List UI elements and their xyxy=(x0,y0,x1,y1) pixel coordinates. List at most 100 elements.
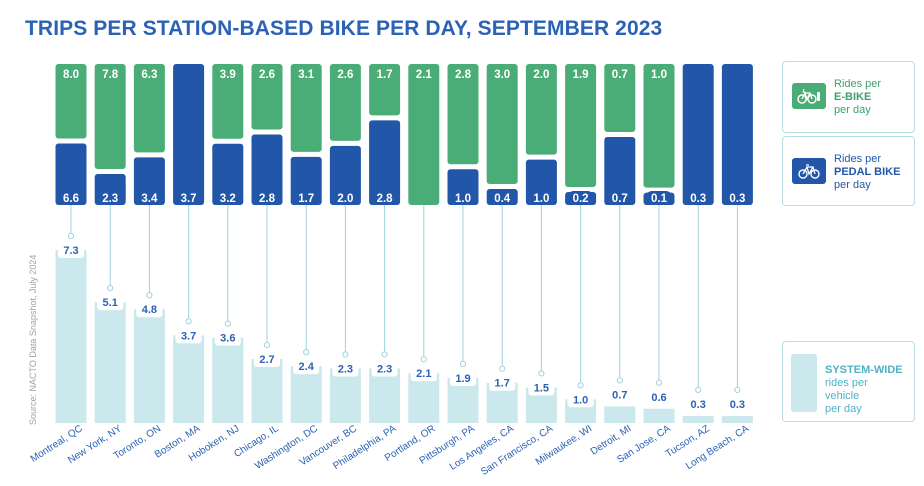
legend-pedal-line2: PEDAL BIKE xyxy=(834,166,901,178)
pedal-bar xyxy=(173,64,205,205)
ebike-value-label: 2.1 xyxy=(416,69,433,81)
system-value-pill xyxy=(371,359,398,377)
system-value-label: 0.3 xyxy=(730,399,745,411)
system-value-pill xyxy=(254,350,280,368)
ebike-value-label: 2.0 xyxy=(533,69,549,81)
system-bar xyxy=(604,406,636,423)
system-value-pill xyxy=(528,378,555,396)
pedal-value-label: 1.0 xyxy=(533,193,549,205)
ebike-bar xyxy=(525,64,557,155)
pedal-value-label: 0.1 xyxy=(651,193,668,205)
system-value-label: 1.0 xyxy=(573,394,588,406)
ebike-value-label: 2.6 xyxy=(259,69,275,81)
ebike-icon xyxy=(797,88,820,104)
source-note: Source: NACTO Data Snapshot, July 2024 xyxy=(28,254,38,425)
system-bar xyxy=(173,335,205,423)
bicycle-icon xyxy=(798,164,820,179)
legend-pedal-line1: Rides per xyxy=(834,153,882,165)
connector-dot xyxy=(734,386,741,393)
pedal-value-label: 3.7 xyxy=(181,193,197,205)
system-value-pill xyxy=(450,368,476,386)
connector-dot xyxy=(67,232,75,240)
ebike-value-label: 8.0 xyxy=(63,69,79,81)
system-value-label: 2.7 xyxy=(259,354,274,366)
pedal-bar xyxy=(447,169,479,205)
city-label: San Francisco, CA xyxy=(479,423,555,478)
connector-dot xyxy=(538,370,545,377)
connector-dot xyxy=(695,386,702,393)
system-bar xyxy=(682,415,714,423)
legend-system-line1: SYSTEM-WIDE xyxy=(825,364,903,376)
ebike-value-label: 1.0 xyxy=(651,69,667,81)
ebike-bar xyxy=(251,64,283,130)
chart-title: TRIPS PER STATION-BASED BIKE PER DAY, SE… xyxy=(25,17,663,40)
ebike-value-label: 3.1 xyxy=(298,69,315,81)
system-value-pill xyxy=(136,300,163,318)
system-value-pill xyxy=(293,357,320,375)
connector-dot xyxy=(616,377,623,384)
system-value-label: 0.3 xyxy=(691,399,706,411)
ebike-bar xyxy=(369,64,401,116)
system-bar xyxy=(329,368,361,423)
connector-dot xyxy=(263,341,271,349)
legend-ebike-line3: per day xyxy=(834,104,871,116)
system-bar xyxy=(55,250,87,423)
system-bar xyxy=(721,415,753,423)
system-bar xyxy=(408,373,440,423)
system-value-label: 2.3 xyxy=(377,363,392,375)
connector-dot xyxy=(655,379,663,386)
pedal-value-label: 0.3 xyxy=(690,193,706,205)
system-bar xyxy=(212,337,244,423)
ebike-bar xyxy=(94,64,126,170)
pedal-value-label: 2.8 xyxy=(259,193,276,205)
system-bar xyxy=(94,302,126,423)
system-value-pill xyxy=(97,293,124,311)
legend-system: SYSTEM-WIDE rides per vehicle per day xyxy=(782,341,915,422)
ebike-bar xyxy=(329,64,361,141)
legend-system-swatch xyxy=(791,354,817,412)
pedal-bar xyxy=(94,174,126,205)
ebike-value-label: 0.7 xyxy=(612,69,628,81)
system-bar xyxy=(643,408,675,423)
pedal-bar xyxy=(329,145,361,205)
pedal-value-pill xyxy=(489,191,516,205)
system-value-pill xyxy=(410,364,437,382)
connector-dot xyxy=(459,360,467,368)
pedal-value-label: 2.8 xyxy=(377,193,394,205)
pedal-value-label: 6.6 xyxy=(63,193,79,205)
system-value-label: 5.1 xyxy=(103,297,118,309)
ebike-bar xyxy=(133,64,165,153)
legend-ebike-line1: Rides per xyxy=(834,78,882,90)
pedal-bar xyxy=(369,120,401,205)
system-value-label: 2.4 xyxy=(299,361,315,373)
pedal-value-label: 2.3 xyxy=(102,193,118,205)
ebike-bar xyxy=(408,64,440,205)
system-value-label: 3.7 xyxy=(181,330,196,342)
ebike-bar xyxy=(290,64,322,152)
system-value-label: 7.3 xyxy=(63,245,78,257)
connector-dot xyxy=(107,285,114,292)
ebike-value-label: 7.8 xyxy=(102,69,119,81)
connector-dot xyxy=(420,356,427,363)
system-value-label: 2.1 xyxy=(416,368,431,380)
pedal-bar xyxy=(525,159,557,205)
system-value-label: 4.8 xyxy=(142,304,157,316)
system-value-pill xyxy=(58,241,84,258)
pedal-bar xyxy=(55,143,87,205)
pedal-value-label: 0.7 xyxy=(612,193,628,205)
ebike-bar xyxy=(643,64,675,188)
ebike-bar xyxy=(565,64,597,188)
legend-ebike-line2: E-BIKE xyxy=(834,91,872,103)
ebike-value-label: 1.7 xyxy=(377,69,393,81)
system-bar xyxy=(369,368,401,423)
system-value-label: 1.9 xyxy=(455,373,470,385)
connector-dot xyxy=(185,318,192,325)
ebike-bar xyxy=(447,64,479,165)
legend-pedal-line3: per day xyxy=(834,179,871,191)
system-value-pill xyxy=(489,373,516,391)
system-value-pill xyxy=(567,390,594,408)
pedal-bar xyxy=(682,64,714,205)
legend-ebike: Rides per E-BIKE per day xyxy=(782,61,915,133)
ebike-value-label: 6.3 xyxy=(141,69,157,81)
